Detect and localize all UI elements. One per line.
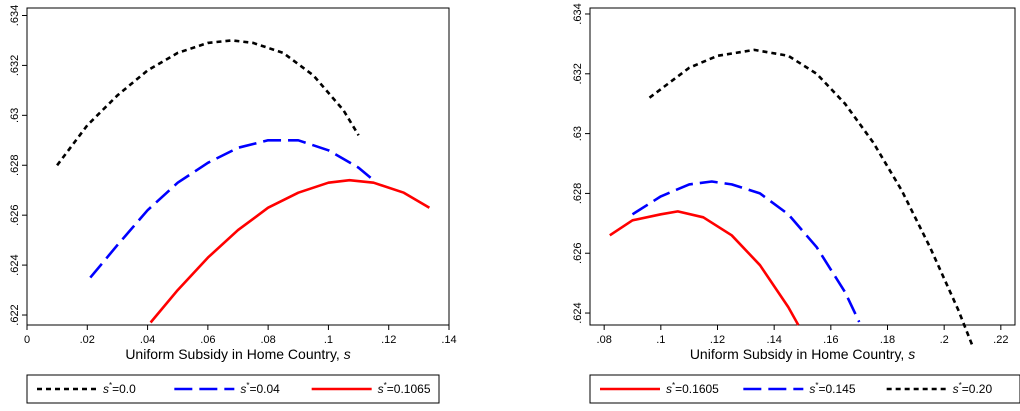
right-panel: .08 .1 .12 .14 .16 .18 .2 .22 .624 .626 .628 .63 .63… xyxy=(572,3,1020,404)
x-tick-label: .14 xyxy=(441,334,456,346)
x-tick-label: .12 xyxy=(710,334,725,346)
y-tick-label: .626 xyxy=(572,243,584,264)
x-tick-label: .08 xyxy=(260,334,275,346)
legend-label: s*=0.1605 xyxy=(666,381,719,396)
legend-label: s*=0.20 xyxy=(953,381,993,396)
series-line xyxy=(89,139,372,279)
y-tick-label: .622 xyxy=(9,304,21,325)
x-tick-label: .12 xyxy=(381,334,396,346)
series-line xyxy=(609,210,800,326)
y-tick-label: .624 xyxy=(9,254,21,275)
y-tick-label: .632 xyxy=(572,63,584,84)
series-line xyxy=(631,180,861,323)
x-tick-label: .1 xyxy=(656,334,665,346)
y-tick-label: .63 xyxy=(572,126,584,141)
x-tick-label: .02 xyxy=(80,334,95,346)
series-line xyxy=(648,48,974,347)
left-panel: 0 .02 .04 .06 .08 .1 .12 .14 .622 .624 .626 .628 .63… xyxy=(9,5,457,404)
legend-label: s*=0.0 xyxy=(103,381,136,396)
y-tick-label: .626 xyxy=(9,204,21,225)
plot-area xyxy=(589,7,1016,326)
x-tick-label: .04 xyxy=(140,334,155,346)
x-tick-label: 0 xyxy=(24,334,30,346)
x-axis-title: Uniform Subsidy in Home Country, s xyxy=(125,346,350,362)
x-tick-label: .2 xyxy=(940,334,949,346)
legend-box xyxy=(589,374,1020,404)
y-tick-label: .634 xyxy=(9,5,21,26)
plot-area xyxy=(26,7,450,326)
y-tick-label: .63 xyxy=(9,108,21,123)
x-tick-label: .18 xyxy=(880,334,895,346)
x-tick-label: .14 xyxy=(767,334,782,346)
series-line xyxy=(56,39,360,167)
y-tick-label: .634 xyxy=(572,3,584,24)
x-tick-label: .1 xyxy=(324,334,333,346)
x-tick-label: .16 xyxy=(823,334,838,346)
y-tick-label: .624 xyxy=(572,302,584,323)
x-tick-label: .08 xyxy=(597,334,612,346)
y-tick-label: .628 xyxy=(572,183,584,204)
legend-label: s*=0.1065 xyxy=(378,381,431,396)
legend-label: s*=0.145 xyxy=(809,381,855,396)
series-line xyxy=(149,178,431,324)
y-tick-label: .628 xyxy=(9,155,21,176)
x-tick-label: .22 xyxy=(993,334,1008,346)
x-tick-label: .06 xyxy=(200,334,215,346)
legend-label: s*=0.04 xyxy=(240,381,280,396)
y-tick-label: .632 xyxy=(9,55,21,76)
x-axis-title: Uniform Subsidy in Home Country, s xyxy=(690,346,915,362)
